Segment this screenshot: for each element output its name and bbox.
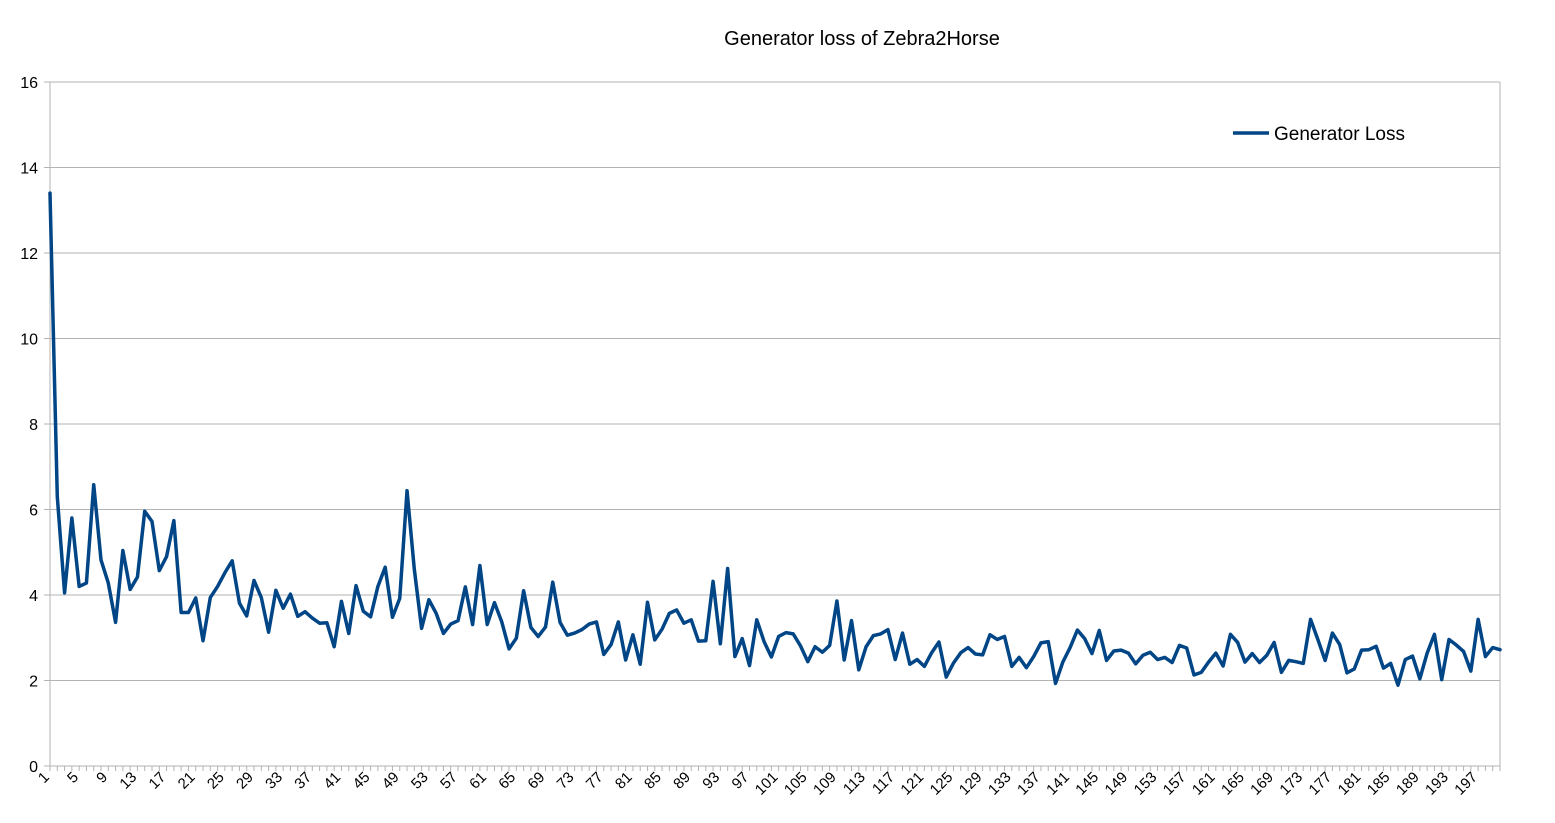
y-axis-tick-label: 0 xyxy=(29,759,38,776)
y-axis-tick-label: 10 xyxy=(20,332,38,349)
y-axis-tick-labels: 0 2 4 6 8 10 12 14 16 xyxy=(20,75,38,776)
y-axis-tick-label: 16 xyxy=(20,75,38,92)
chart-title: Generator loss of Zebra2Horse xyxy=(724,28,1000,50)
legend-label: Generator Loss xyxy=(1274,124,1405,145)
axes xyxy=(49,82,1501,771)
y-axis-tick-label: 14 xyxy=(20,161,38,178)
y-axis-tick-label: 2 xyxy=(29,674,38,691)
y-axis-tick-label: 4 xyxy=(29,588,38,605)
series-line-generator-loss xyxy=(48,191,1502,687)
legend: Generator Loss xyxy=(1233,124,1405,145)
series-lines xyxy=(48,191,1502,687)
y-axis-tick-label: 6 xyxy=(29,503,38,520)
y-axis-tick-label: 12 xyxy=(20,246,38,263)
y-axis-tick-label: 8 xyxy=(29,417,38,434)
